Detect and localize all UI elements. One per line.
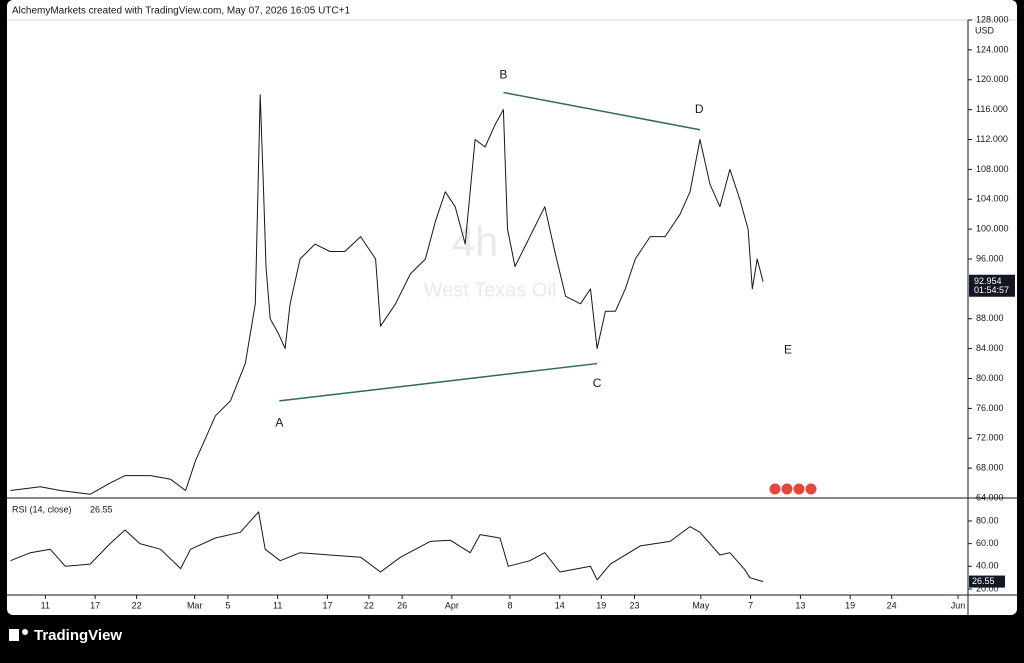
- pattern-line: [503, 91, 701, 131]
- x-tick-label: 13: [795, 600, 805, 610]
- y-tick-label: 112.000: [976, 134, 1008, 144]
- x-tick-label: 22: [132, 600, 142, 610]
- y-tick-label: 104.000: [976, 194, 1009, 204]
- indicator-title: RSI (14, close): [12, 504, 72, 514]
- watermark-symbol: West Texas Oil: [424, 279, 557, 301]
- wave-label: A: [275, 415, 283, 429]
- series-line: [10, 94, 764, 495]
- y-tick-label: 124.000: [976, 44, 1009, 54]
- x-tick-label: 8: [507, 600, 512, 610]
- watermark: 4h West Texas Oil: [424, 218, 557, 301]
- x-tick-label: 24: [887, 600, 897, 610]
- x-tick-label: 17: [90, 600, 100, 610]
- logo-mark: [9, 629, 19, 641]
- x-tick-label: 11: [273, 600, 282, 610]
- currency-label: USD: [975, 25, 995, 35]
- x-tick-label: 19: [845, 600, 855, 610]
- y-tick-label: 68.000: [976, 463, 1004, 473]
- x-tick-label: Mar: [187, 600, 203, 610]
- y-tick-label: 20.00: [976, 583, 999, 593]
- pattern-line: [279, 362, 598, 402]
- event-flags: [768, 482, 818, 496]
- chart-panel: [7, 0, 1017, 615]
- flag-icon: [804, 482, 818, 496]
- y-tick-label: 60.00: [976, 538, 999, 548]
- indicator-value: 26.55: [90, 504, 113, 514]
- pane: 80.00 60.00 40.00 20.00 11 17 22 Mar 5 11 17 22 26 Ap…: [10, 511, 999, 610]
- y-tick-label: 84.000: [976, 343, 1004, 353]
- y-tick-label: 120.000: [976, 74, 1009, 84]
- y-tick-label: 100.000: [976, 224, 1009, 234]
- x-tick-label: Apr: [445, 600, 459, 610]
- y-tick-label: 76.000: [976, 403, 1004, 413]
- y-tick-label: 64.000: [976, 492, 1004, 502]
- x-tick-label: 26: [397, 600, 407, 610]
- wave-label: C: [593, 376, 602, 390]
- y-tick-label: 96.000: [976, 253, 1004, 263]
- x-tick-label: 14: [555, 600, 565, 610]
- x-tick-label: 11: [41, 600, 50, 610]
- price-tag-countdown: 01:54:57: [974, 285, 1009, 295]
- wave-label: B: [499, 67, 507, 81]
- y-tick-label: 80.00: [976, 515, 999, 525]
- x-tick-label: 17: [322, 600, 332, 610]
- y-tick-label: 128.000: [976, 14, 1009, 24]
- x-tick-label: May: [692, 600, 710, 610]
- y-tick-label: 88.000: [976, 313, 1004, 323]
- x-tick-label: Jun: [951, 600, 966, 610]
- y-tick-label: 116.000: [976, 104, 1008, 114]
- y-tick-label: 80.000: [976, 373, 1004, 383]
- flag-icon: [768, 482, 782, 496]
- flag-icon: [780, 482, 794, 496]
- header-text: AlchemyMarkets created with TradingView.…: [12, 6, 350, 17]
- price-tag: [969, 274, 1015, 297]
- y-tick-label: 108.000: [976, 164, 1009, 174]
- y-tick-label: 72.000: [976, 433, 1004, 443]
- logo-text: TradingView: [34, 627, 122, 644]
- flag-icon: [792, 482, 806, 496]
- x-tick-label: 19: [596, 600, 606, 610]
- x-tick-label: 7: [748, 600, 753, 610]
- x-tick-label: 22: [364, 600, 374, 610]
- pane: 128.000 124.000 120.000 116.000 112.000 108.0…: [10, 14, 1009, 502]
- footer-logo: TradingView: [9, 627, 122, 644]
- wave-label: E: [784, 342, 792, 356]
- x-tick-label: 23: [629, 600, 639, 610]
- wave-label: D: [695, 102, 704, 116]
- indicator-tag: [969, 575, 1005, 588]
- series-line: [10, 511, 764, 583]
- y-tick-label: 40.00: [976, 561, 999, 571]
- watermark-interval: 4h: [452, 218, 499, 265]
- logo-mark: [22, 629, 28, 635]
- price-tag-value: 92.954: [974, 276, 1002, 286]
- x-tick-label: 5: [225, 600, 230, 610]
- indicator-tag-value: 26.55: [972, 576, 995, 586]
